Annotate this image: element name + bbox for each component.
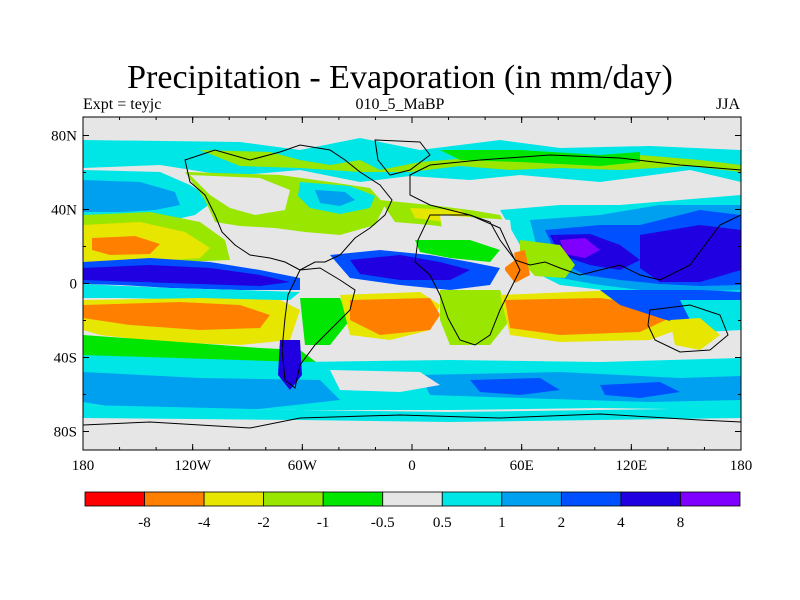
colorbar-swatch [620, 491, 681, 507]
colorbar-swatch [203, 491, 265, 507]
field-region-satl-green [300, 298, 350, 345]
coastline-greenland [374, 139, 431, 176]
y-tick-label: 40S [54, 351, 77, 367]
colorbar-label: -4 [198, 515, 211, 531]
colorbar-swatch [263, 491, 324, 507]
field-region-siberia-green [440, 150, 640, 166]
y-tick-label: 0 [70, 277, 78, 293]
field-region-antarctica-cyan [83, 405, 741, 422]
x-tick-label: 60W [288, 458, 318, 474]
field-region-sahara-green [415, 240, 500, 262]
x-tick-label: 60E [510, 458, 534, 474]
colorbar-swatch [560, 491, 622, 507]
season-label: JJA [715, 96, 740, 113]
field-region-satl-orange [350, 298, 440, 335]
colorbar-swatch [501, 491, 562, 507]
colorbar-swatch [144, 491, 205, 507]
coastline-africa [414, 214, 521, 346]
field-region-namerica-blue [315, 190, 355, 206]
field-region-itcz-pac-cyan [83, 284, 300, 300]
field-region-subtrop-npac-orange [92, 236, 160, 255]
x-tick-label: 180 [72, 458, 95, 474]
field-region-asia-indigo-2 [640, 225, 741, 282]
field-region-africa-s-green [440, 290, 510, 345]
colorbar-swatch [322, 491, 384, 507]
x-tick-label: 120W [174, 458, 212, 474]
colorbar-label: 2 [558, 515, 566, 531]
y-tick-label: 80N [51, 129, 77, 145]
field-region-australia-yellow [670, 318, 720, 350]
y-axis: 80N 40N 0 40S 80S [51, 129, 741, 441]
field-region-namerica-gray [190, 175, 290, 215]
colorbar-swatch [382, 491, 443, 507]
field-region-itcz-pac-indigo [83, 265, 290, 286]
coastline-eurasia [409, 154, 741, 281]
coastlines [83, 139, 741, 429]
coastline-antarctica [83, 413, 741, 429]
field-region-shem-orange [83, 302, 270, 330]
field-region-arctic-cyan [83, 138, 741, 182]
colorbar-label: -0.5 [371, 515, 395, 531]
y-tick-label: 80S [54, 425, 77, 441]
map-field [83, 117, 741, 450]
field-region-chile-blue [278, 340, 302, 390]
field-region-itcz-atl-indigo [350, 255, 470, 280]
x-tick-label: 120E [615, 458, 647, 474]
colorbar-swatch [680, 491, 741, 507]
field-region-so-darkblue-2 [600, 382, 680, 398]
experiment-label: Expt = teyjc [83, 96, 162, 113]
colorbar-label: 4 [617, 515, 625, 531]
colorbar-label: -2 [257, 515, 270, 531]
x-tick-label: 180 [730, 458, 753, 474]
field-region-so-darkblue [470, 378, 560, 395]
field-region-asia-violet [560, 238, 600, 258]
coastline-north-america [184, 144, 393, 271]
colorbar-label: 8 [677, 515, 685, 531]
colorbar-label: -8 [138, 515, 151, 531]
map-title: Precipitation - Evaporation (in mm/day) [127, 59, 673, 96]
x-tick-label: 0 [408, 458, 416, 474]
coastline-australia [647, 304, 729, 353]
period-label: 010_5_MaBP [355, 96, 445, 113]
colorbar-label: 1 [498, 515, 506, 531]
x-axis: 180 120W 60W 0 60E 120E 180 [72, 117, 753, 474]
field-region-so-gray [330, 370, 440, 392]
y-tick-label: 40N [51, 203, 77, 219]
coastline-south-america [281, 267, 356, 389]
colorbar-swatch [84, 491, 145, 507]
colorbar-label: -1 [317, 515, 330, 531]
colorbar: -8 -4 -2 -1 -0.5 0.5 1 2 4 8 [84, 491, 741, 531]
field-region-npac-blue [83, 180, 180, 212]
field-region-so-blue-1 [83, 372, 340, 410]
colorbar-swatch [441, 491, 503, 507]
colorbar-label: 0.5 [433, 515, 452, 531]
